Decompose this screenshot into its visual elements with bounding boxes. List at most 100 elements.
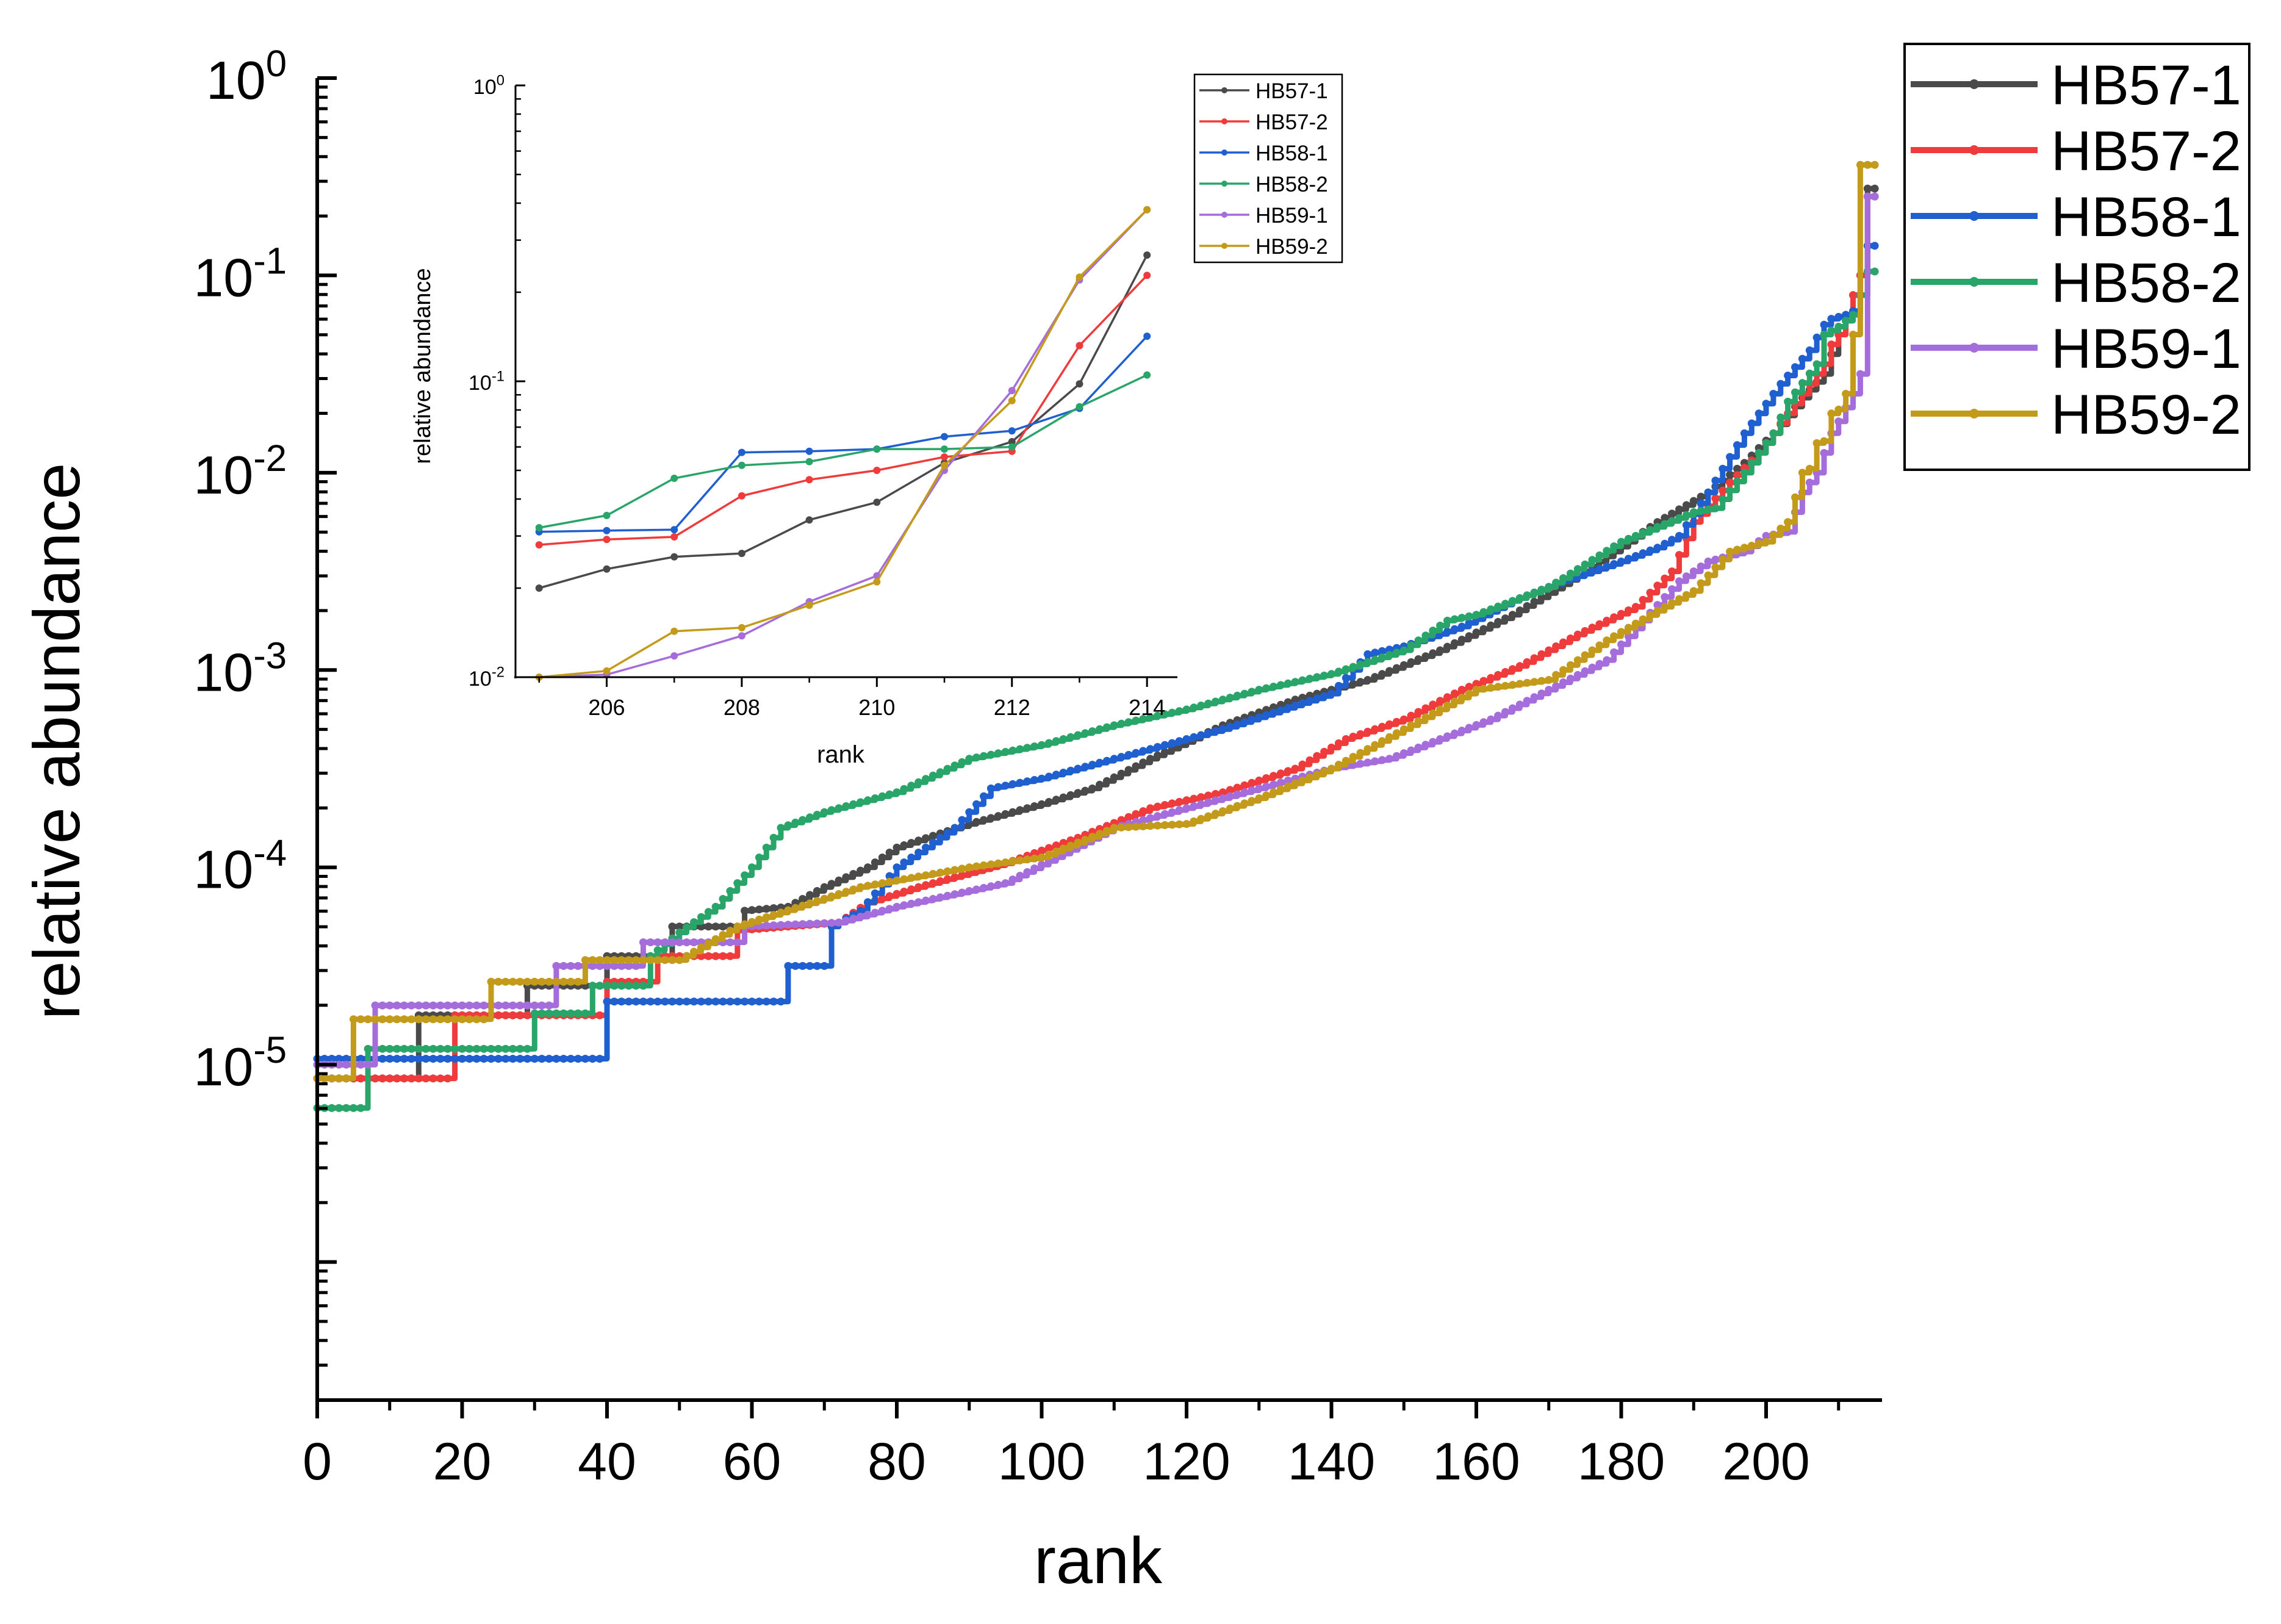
inset-legend-item-hb59-2: HB59-2 bbox=[1199, 235, 1328, 259]
data-point-hb57-2 bbox=[1059, 839, 1068, 847]
data-point-hb58-1 bbox=[1270, 708, 1277, 717]
data-point-hb58-1 bbox=[1820, 320, 1828, 329]
data-point-hb58-1 bbox=[407, 1055, 415, 1063]
data-point-hb59-2 bbox=[1030, 854, 1039, 863]
data-point-hb57-2 bbox=[914, 883, 923, 891]
data-point-hb59-2 bbox=[342, 1074, 350, 1083]
inset-data-point-hb59-1 bbox=[670, 652, 678, 660]
inset-y-tick-label: 10-2 bbox=[469, 664, 505, 691]
data-point-hb58-1 bbox=[1327, 689, 1335, 698]
data-point-hb59-1 bbox=[1392, 752, 1401, 760]
data-point-hb59-2 bbox=[567, 977, 575, 986]
data-point-hb57-1 bbox=[1537, 593, 1546, 602]
data-point-hb58-1 bbox=[1653, 544, 1662, 552]
data-point-hb58-2 bbox=[1088, 727, 1097, 736]
data-point-hb58-1 bbox=[1704, 488, 1712, 497]
data-point-hb59-2 bbox=[1610, 632, 1618, 641]
inset-data-point-hb59-2 bbox=[1076, 273, 1083, 281]
data-point-hb59-1 bbox=[458, 1001, 466, 1010]
data-point-hb59-2 bbox=[422, 1015, 430, 1024]
data-point-hb58-1 bbox=[1842, 311, 1850, 319]
data-point-hb57-1 bbox=[1044, 798, 1053, 806]
data-point-hb59-1 bbox=[1407, 746, 1415, 755]
data-point-hb59-2 bbox=[378, 1015, 387, 1024]
data-point-hb57-1 bbox=[878, 853, 886, 862]
data-point-hb59-2 bbox=[1255, 794, 1263, 802]
data-point-hb58-2 bbox=[1327, 670, 1335, 678]
inset-data-point-hb59-2 bbox=[1008, 397, 1016, 404]
data-point-hb59-1 bbox=[1436, 735, 1445, 743]
data-point-hb58-2 bbox=[1356, 660, 1365, 669]
data-point-hb57-1 bbox=[741, 907, 749, 915]
data-point-hb59-2 bbox=[1407, 721, 1415, 730]
data-point-hb58-2 bbox=[537, 1009, 546, 1018]
inset-data-point-hb57-2 bbox=[1143, 271, 1151, 279]
data-point-hb59-2 bbox=[1769, 531, 1778, 539]
inset-legend-item-hb58-1: HB58-1 bbox=[1199, 142, 1328, 165]
data-point-hb57-1 bbox=[1298, 694, 1307, 702]
data-point-hb59-1 bbox=[1182, 804, 1191, 813]
data-point-hb57-2 bbox=[1436, 697, 1445, 705]
data-point-hb59-1 bbox=[1595, 659, 1604, 668]
data-point-hb57-1 bbox=[1074, 789, 1082, 797]
data-point-hb58-1 bbox=[1334, 681, 1343, 690]
data-point-hb59-1 bbox=[588, 961, 597, 970]
data-point-hb59-2 bbox=[516, 977, 524, 986]
data-point-hb58-1 bbox=[1805, 346, 1814, 354]
data-point-hb57-1 bbox=[1154, 751, 1162, 760]
data-point-hb57-2 bbox=[1595, 620, 1604, 628]
data-point-hb58-1 bbox=[1798, 354, 1806, 363]
inset-series-line-hb59-2 bbox=[539, 209, 1148, 678]
inset-series-line-hb58-1 bbox=[539, 335, 1148, 533]
data-point-hb59-2 bbox=[1334, 761, 1343, 769]
data-point-hb58-1 bbox=[444, 1055, 452, 1063]
data-point-hb57-2 bbox=[1429, 700, 1437, 709]
data-point-hb58-2 bbox=[422, 1044, 430, 1053]
data-point-hb57-1 bbox=[1160, 748, 1169, 756]
data-point-hb59-2 bbox=[806, 899, 814, 908]
data-point-hb59-1 bbox=[849, 914, 858, 923]
data-point-hb59-2 bbox=[1139, 822, 1148, 830]
data-point-hb58-2 bbox=[1755, 449, 1763, 457]
data-point-hb58-2 bbox=[1001, 748, 1010, 756]
data-point-hb58-2 bbox=[1443, 616, 1451, 625]
data-point-hb58-1 bbox=[900, 858, 908, 867]
data-point-hb59-2 bbox=[690, 947, 698, 956]
data-point-hb57-2 bbox=[1320, 747, 1329, 756]
data-point-hb59-2 bbox=[1581, 651, 1589, 659]
data-point-hb58-1 bbox=[1661, 539, 1669, 548]
data-point-hb59-1 bbox=[436, 1001, 445, 1010]
data-point-hb58-1 bbox=[1784, 372, 1792, 380]
data-point-hb58-1 bbox=[1298, 699, 1307, 708]
data-point-hb59-2 bbox=[1124, 823, 1133, 832]
inset-x-tick-label: 212 bbox=[994, 695, 1030, 720]
data-point-hb58-2 bbox=[378, 1044, 387, 1053]
data-point-hb59-2 bbox=[501, 977, 510, 986]
data-point-hb58-2 bbox=[545, 1009, 553, 1018]
data-point-hb57-1 bbox=[1284, 698, 1292, 706]
main-y-tick-label: 10-3 bbox=[193, 634, 287, 702]
data-point-hb58-2 bbox=[726, 887, 735, 895]
data-point-hb58-1 bbox=[1320, 692, 1329, 700]
data-point-hb59-2 bbox=[1603, 636, 1611, 645]
data-point-hb59-2 bbox=[335, 1074, 343, 1083]
data-point-hb58-1 bbox=[741, 997, 749, 1006]
data-point-hb59-2 bbox=[574, 977, 582, 986]
inset-data-point-hb57-1 bbox=[603, 565, 611, 573]
data-point-hb58-1 bbox=[1096, 758, 1104, 767]
inset-legend-item-hb57-1: HB57-1 bbox=[1199, 79, 1328, 103]
data-point-hb59-1 bbox=[1863, 192, 1872, 201]
data-point-hb58-2 bbox=[342, 1104, 350, 1112]
data-point-hb58-2 bbox=[1733, 477, 1741, 486]
data-point-hb59-2 bbox=[1479, 684, 1488, 693]
data-point-hb57-1 bbox=[994, 812, 1002, 821]
data-point-hb58-1 bbox=[342, 1055, 350, 1063]
data-point-hb58-1 bbox=[1248, 716, 1256, 724]
data-point-hb57-2 bbox=[1668, 567, 1676, 576]
data-point-hb59-1 bbox=[762, 921, 771, 930]
inset-y-tick-label: 10-1 bbox=[469, 368, 505, 395]
data-point-hb59-1 bbox=[668, 938, 677, 947]
data-point-hb59-2 bbox=[900, 875, 908, 883]
data-point-hb57-2 bbox=[422, 1074, 430, 1083]
data-point-hb58-2 bbox=[929, 771, 937, 780]
